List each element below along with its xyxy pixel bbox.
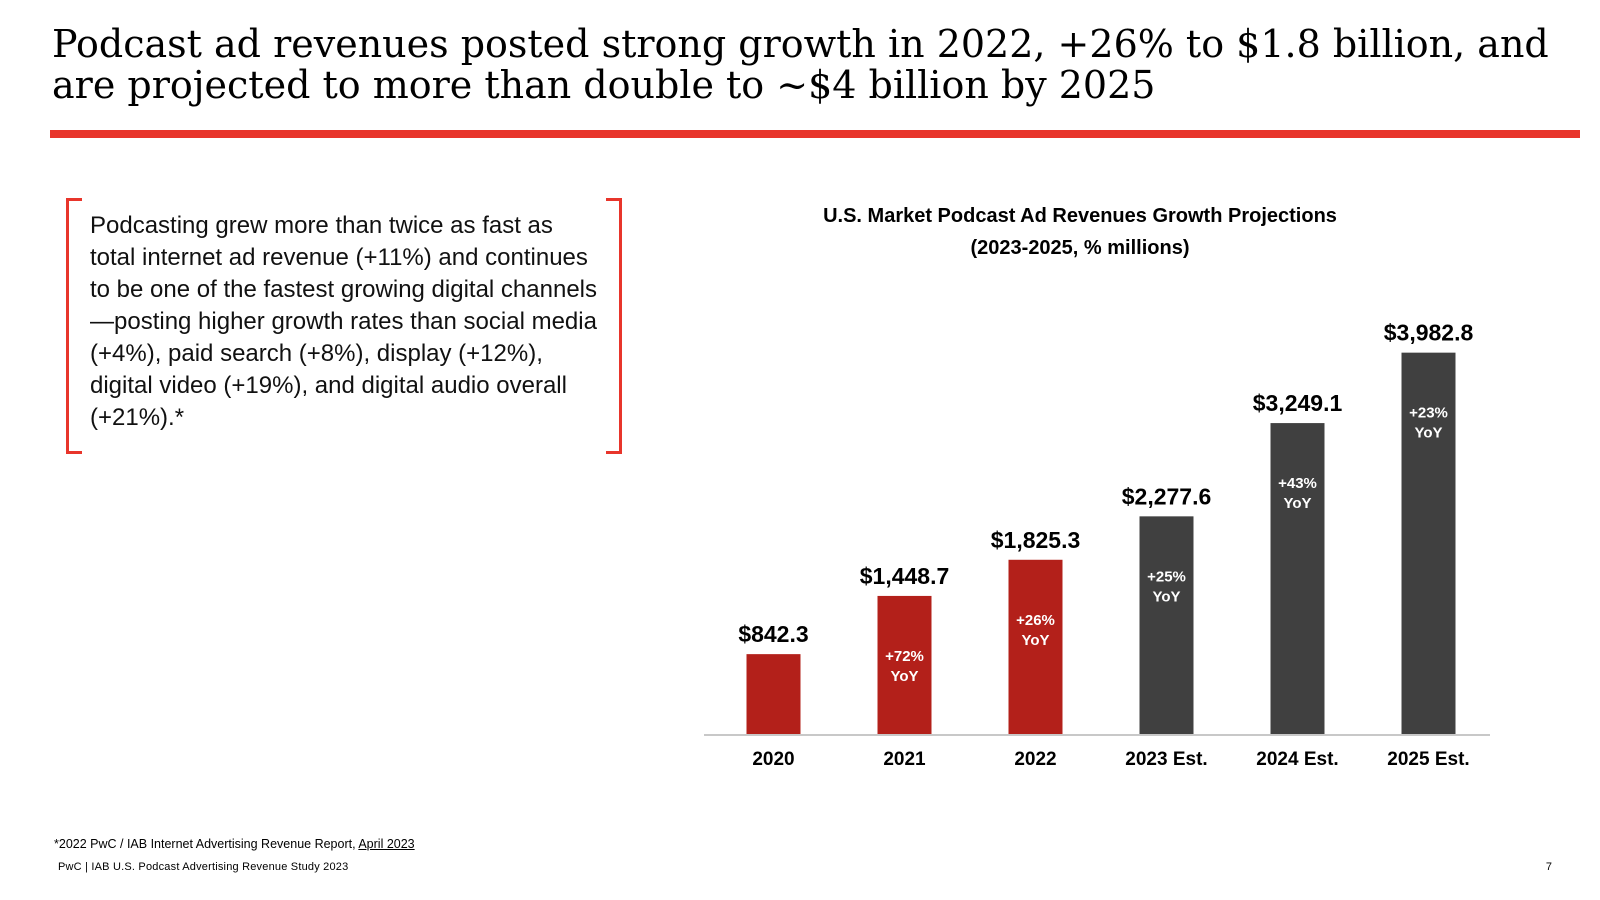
chart-title: U.S. Market Podcast Ad Revenues Growth P… <box>823 205 1337 227</box>
footnote: *2022 PwC / IAB Internet Advertising Rev… <box>54 837 415 851</box>
bar-value-label-5: $3,982.8 <box>1384 320 1474 346</box>
bar-4 <box>1270 423 1325 735</box>
chart-subtitle: (2023-2025, % millions) <box>971 237 1190 259</box>
x-tick-label-0: 2020 <box>752 749 794 770</box>
bar-value-label-1: $1,448.7 <box>860 563 950 589</box>
callout-bracket-left <box>66 198 82 454</box>
bar-yoy-label-2: +26% <box>1016 612 1055 629</box>
bar-2 <box>1008 559 1063 735</box>
bar-yoy-suffix-1: YoY <box>890 668 918 685</box>
bar-yoy-suffix-4: YoY <box>1283 495 1311 512</box>
bar-value-label-3: $2,277.6 <box>1122 483 1212 509</box>
x-tick-label-3: 2023 Est. <box>1125 749 1207 770</box>
bar-1 <box>877 595 932 735</box>
chart-canvas: U.S. Market Podcast Ad Revenues Growth P… <box>704 205 1490 770</box>
x-tick-label-5: 2025 Est. <box>1387 749 1469 770</box>
bar-value-label-4: $3,249.1 <box>1253 390 1343 416</box>
footnote-text: *2022 PwC / IAB Internet Advertising Rev… <box>54 837 359 851</box>
callout-bracket-right <box>606 198 622 454</box>
bar-0 <box>746 654 801 735</box>
bar-yoy-label-4: +43% <box>1278 475 1317 492</box>
x-tick-label-2: 2022 <box>1014 749 1056 770</box>
x-tick-label-1: 2021 <box>883 749 926 770</box>
bar-value-label-2: $1,825.3 <box>991 527 1081 553</box>
bar-yoy-label-5: +23% <box>1409 405 1448 422</box>
bar-yoy-suffix-3: YoY <box>1152 588 1180 605</box>
bar-series: $842.3 2020 $1,448.7 +72% YoY 2021 $1,825.3 +26… <box>738 320 1473 770</box>
x-tick-label-4: 2024 Est. <box>1256 749 1338 770</box>
bar-yoy-suffix-2: YoY <box>1021 632 1049 649</box>
bar-yoy-suffix-5: YoY <box>1414 425 1442 442</box>
bar-value-label-0: $842.3 <box>738 621 808 647</box>
bar-5 <box>1401 352 1456 735</box>
bar-yoy-label-3: +25% <box>1147 568 1186 585</box>
title-divider <box>50 130 1580 138</box>
callout-box: Podcasting grew more than twice as fast … <box>66 198 622 458</box>
bar-yoy-label-1: +72% <box>885 648 924 665</box>
footnote-source-link[interactable]: April 2023 <box>358 837 415 851</box>
slide-title: Podcast ad revenues posted strong growth… <box>52 22 1549 107</box>
page-number: 7 <box>1545 861 1552 873</box>
bar-3 <box>1139 516 1194 735</box>
callout-text: Podcasting grew more than twice as fast … <box>90 212 597 431</box>
revenue-bar-chart: U.S. Market Podcast Ad Revenues Growth P… <box>700 195 1570 805</box>
footer-source: PwC | IAB U.S. Podcast Advertising Reven… <box>58 861 349 873</box>
